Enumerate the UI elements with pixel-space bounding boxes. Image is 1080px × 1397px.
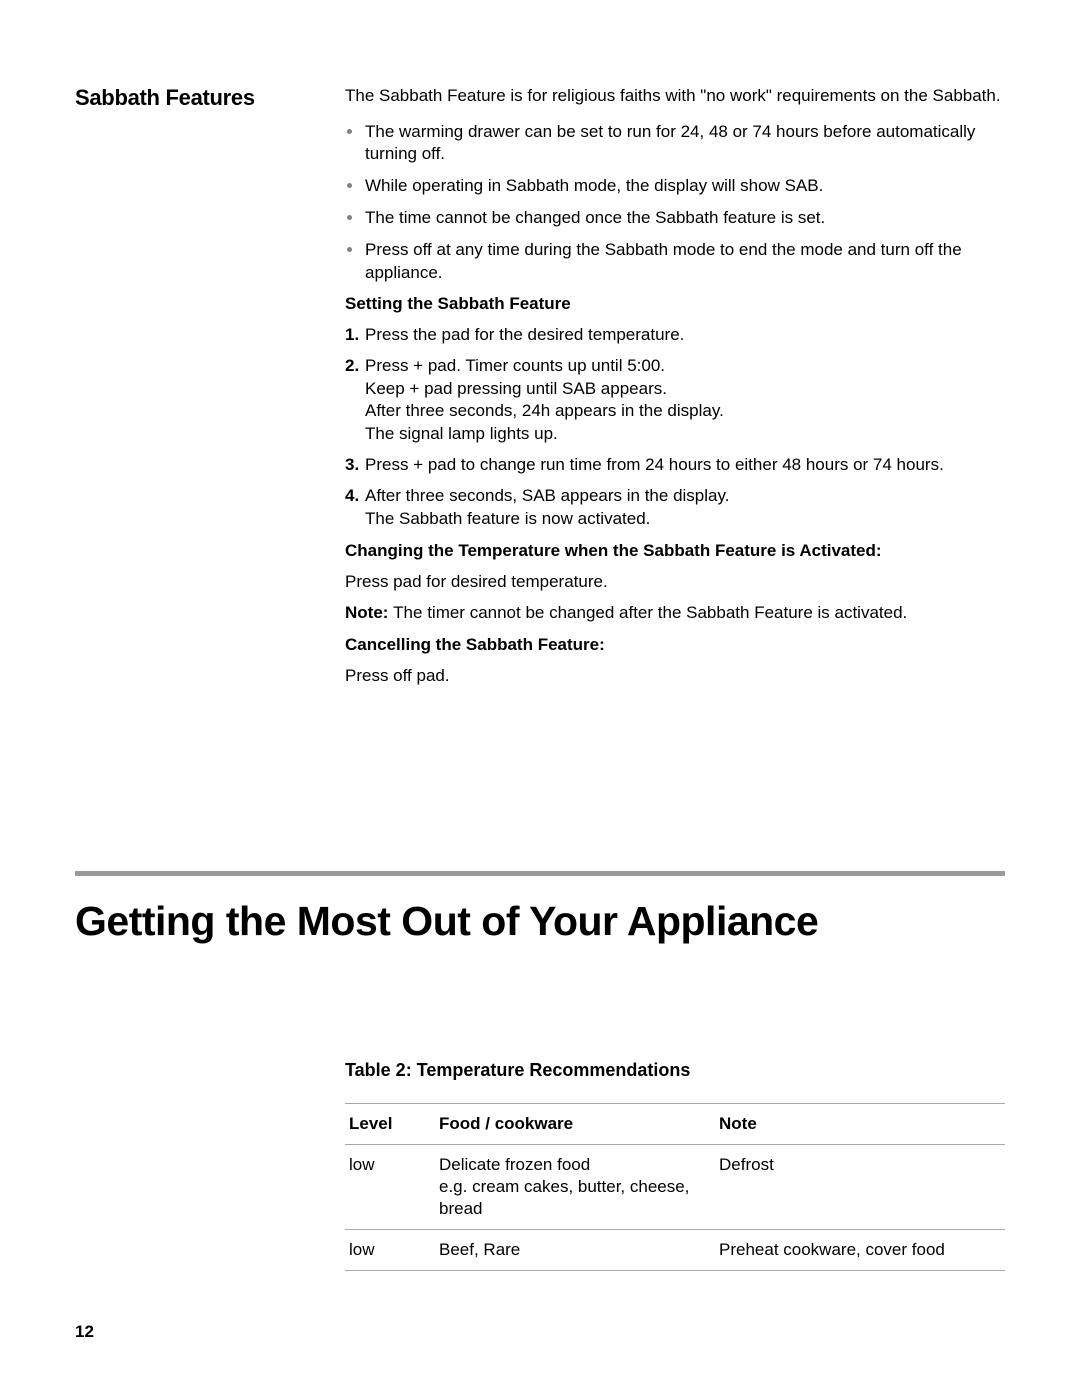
step-item: Press the pad for the desired temperatur… xyxy=(365,324,1005,347)
col-note-header: Note xyxy=(715,1103,1005,1144)
cell-note: Preheat cookware, cover food xyxy=(715,1230,1005,1271)
note-line: Note: The timer cannot be changed after … xyxy=(345,602,1005,625)
changing-temp-text: Press pad for desired temperature. xyxy=(345,571,1005,594)
sabbath-bullets: The warming drawer can be set to run for… xyxy=(345,121,1005,284)
table-content: Table 2: Temperature Recommendations Lev… xyxy=(345,945,1005,1271)
note-text: The timer cannot be changed after the Sa… xyxy=(393,603,907,622)
col-food-header: Food / cookware xyxy=(435,1103,715,1144)
sabbath-heading: Sabbath Features xyxy=(75,85,335,111)
table-row: low Delicate frozen food e.g. cream cake… xyxy=(345,1144,1005,1229)
cell-level: low xyxy=(345,1230,435,1271)
bullet-item: The time cannot be changed once the Sabb… xyxy=(365,207,1005,229)
step-item: Press + pad. Timer counts up until 5:00.… xyxy=(365,355,1005,447)
temperature-table: Level Food / cookware Note low Delicate … xyxy=(345,1103,1005,1271)
table-header-row: Level Food / cookware Note xyxy=(345,1103,1005,1144)
bullet-item: While operating in Sabbath mode, the dis… xyxy=(365,175,1005,197)
sabbath-intro: The Sabbath Feature is for religious fai… xyxy=(345,85,1005,107)
cell-note: Defrost xyxy=(715,1144,1005,1229)
setting-sabbath-heading: Setting the Sabbath Feature xyxy=(345,294,1005,314)
changing-temp-heading: Changing the Temperature when the Sabbat… xyxy=(345,541,1005,561)
note-label: Note: xyxy=(345,603,393,622)
cell-level: low xyxy=(345,1144,435,1229)
bullet-item: The warming drawer can be set to run for… xyxy=(365,121,1005,165)
step-item: Press + pad to change run time from 24 h… xyxy=(365,454,1005,477)
sidebar: Sabbath Features xyxy=(75,85,345,696)
col-level-header: Level xyxy=(345,1103,435,1144)
main-heading: Getting the Most Out of Your Appliance xyxy=(75,898,1005,945)
sabbath-steps: Press the pad for the desired temperatur… xyxy=(345,324,1005,532)
section-divider xyxy=(75,871,1005,876)
table-sidebar xyxy=(75,945,345,1271)
table-section: Table 2: Temperature Recommendations Lev… xyxy=(75,945,1005,1271)
bullet-item: Press off at any time during the Sabbath… xyxy=(365,239,1005,283)
page-number: 12 xyxy=(75,1322,94,1342)
cell-food: Delicate frozen food e.g. cream cakes, b… xyxy=(435,1144,715,1229)
step-item: After three seconds, SAB appears in the … xyxy=(365,485,1005,531)
table-title: Table 2: Temperature Recommendations xyxy=(345,1060,1005,1081)
sabbath-section: Sabbath Features The Sabbath Feature is … xyxy=(75,85,1005,696)
sabbath-content: The Sabbath Feature is for religious fai… xyxy=(345,85,1005,696)
table-row: low Beef, Rare Preheat cookware, cover f… xyxy=(345,1230,1005,1271)
cancel-text: Press off pad. xyxy=(345,665,1005,688)
cancel-heading: Cancelling the Sabbath Feature: xyxy=(345,635,1005,655)
cell-food: Beef, Rare xyxy=(435,1230,715,1271)
